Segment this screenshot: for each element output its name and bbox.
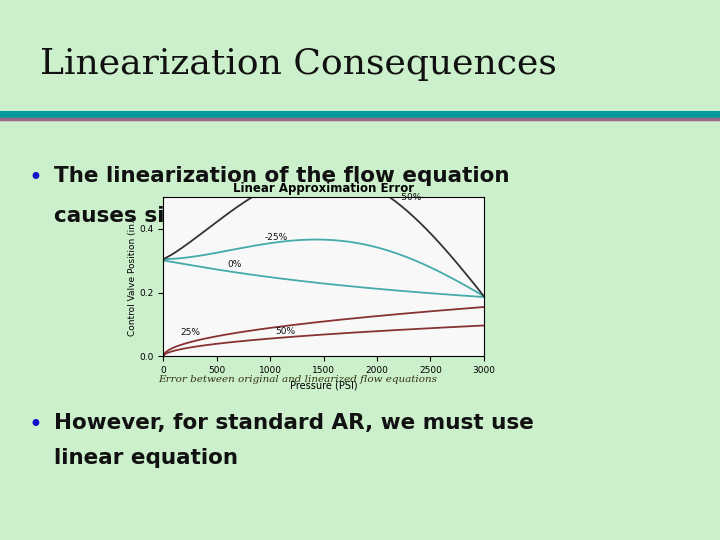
Text: 0%: 0% (228, 260, 242, 269)
Text: causes significant error: causes significant error (54, 206, 341, 226)
Title: Linear Approximation Error: Linear Approximation Error (233, 181, 414, 194)
X-axis label: Pressure (PSI): Pressure (PSI) (290, 381, 357, 390)
Text: linear equation: linear equation (54, 448, 238, 468)
Text: Error between original and linearized flow equations: Error between original and linearized fl… (158, 375, 438, 384)
Text: •: • (29, 166, 42, 191)
Text: •: • (29, 413, 42, 437)
Text: 25%: 25% (181, 328, 201, 336)
Text: 50%: 50% (276, 327, 296, 336)
Y-axis label: Control Valve Position (in.): Control Valve Position (in.) (127, 217, 137, 336)
Text: The linearization of the flow equation: The linearization of the flow equation (54, 166, 510, 186)
Text: Linearization Consequences: Linearization Consequences (40, 47, 557, 81)
Text: However, for standard AR, we must use: However, for standard AR, we must use (54, 413, 534, 433)
Text: -50%: -50% (398, 193, 422, 202)
Text: -25%: -25% (265, 233, 288, 242)
